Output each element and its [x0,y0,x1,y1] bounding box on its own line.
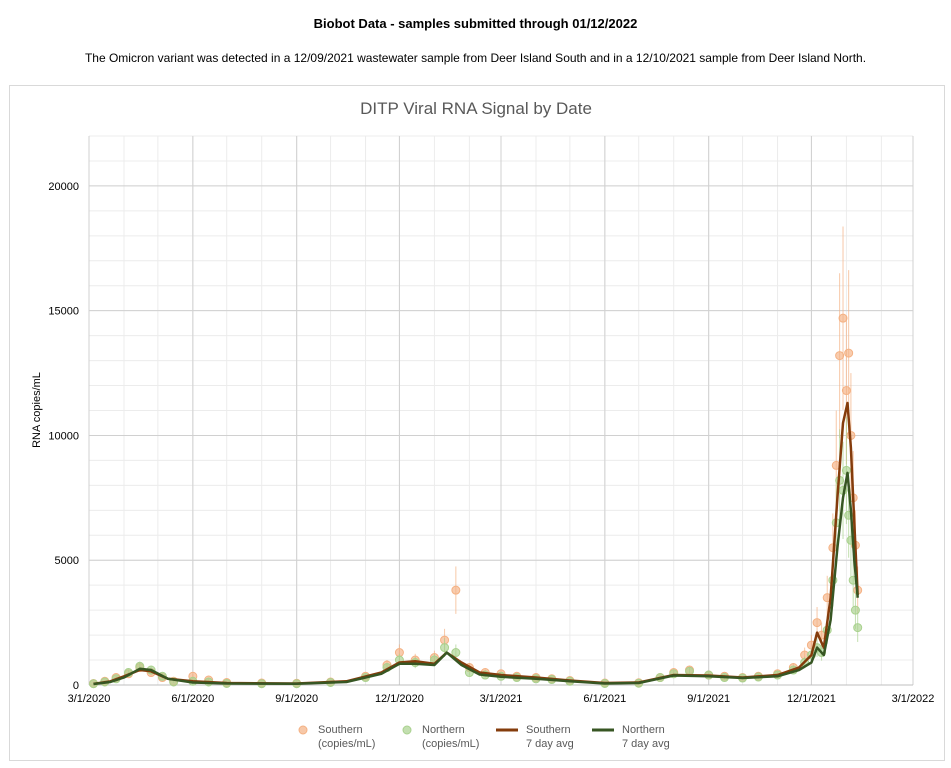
legend-label: Northern [422,724,465,736]
southern-point [835,351,845,361]
legend-label: 7 day avg [622,738,670,750]
y-tick-label: 0 [73,680,79,692]
legend-label: 7 day avg [526,738,574,750]
legend-northern-marker [402,725,412,735]
x-tick-label: 12/1/2021 [787,693,836,705]
legend-label: Northern [622,724,665,736]
northern-point [440,643,450,653]
legend-southern-marker [298,725,308,735]
southern-point [844,348,854,358]
southern-point [451,585,461,595]
y-tick-label: 20000 [48,181,79,193]
southern-point [812,618,822,628]
x-tick-label: 9/1/2021 [687,693,730,705]
y-tick-label: 5000 [55,555,79,567]
legend-northern-line [592,728,614,732]
y-axis-label: RNA copies/mL [31,372,43,448]
x-tick-label: 3/1/2022 [892,693,935,705]
x-tick-label: 3/1/2021 [480,693,523,705]
x-tick-label: 6/1/2021 [583,693,626,705]
chart-title: DITP Viral RNA Signal by Date [360,99,592,118]
legend-label: Southern [318,724,363,736]
chart-frame [9,85,945,761]
report-subtitle: The Omicron variant was detected in a 12… [84,51,867,65]
y-tick-label: 10000 [48,430,79,442]
southern-point [841,386,851,396]
y-tick-label: 15000 [48,306,79,318]
report-title: Biobot Data - samples submitted through … [313,16,638,31]
x-tick-label: 6/1/2020 [171,693,214,705]
x-tick-label: 12/1/2020 [375,693,424,705]
legend-label: Southern [526,724,571,736]
legend-southern-line [496,728,518,732]
northern-point [850,605,860,615]
northern-point [451,648,461,658]
northern-point [853,623,863,633]
southern-point [838,313,848,323]
southern-7day-line [93,401,859,686]
legend-label: (copies/mL) [422,738,480,750]
x-tick-label: 3/1/2020 [68,693,111,705]
northern-7day-line [93,471,859,686]
legend-label: (copies/mL) [318,738,376,750]
x-tick-label: 9/1/2020 [275,693,318,705]
chart-legend: Southern (copies/mL) Northern (copies/mL… [0,720,951,760]
